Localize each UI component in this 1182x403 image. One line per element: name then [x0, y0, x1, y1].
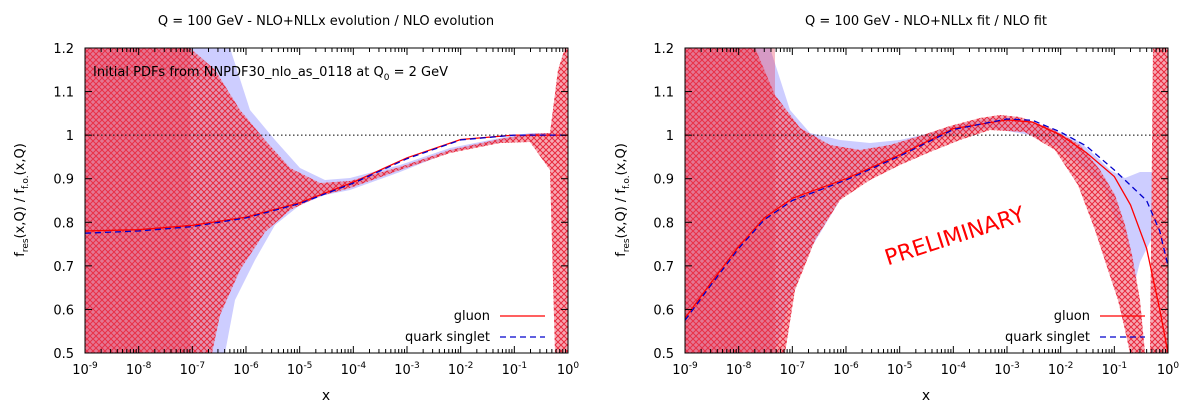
- right-x-tick-label: 10-3: [994, 361, 1020, 378]
- left-x-axis-label: x: [322, 388, 330, 403]
- left-x-tick-label: 100: [557, 361, 580, 378]
- right-y-tick-label: 1.2: [653, 42, 674, 57]
- right-x-tick-label: 100: [1157, 361, 1180, 378]
- right-legend-gluon-label: gluon: [1054, 309, 1090, 324]
- left-y-tick-label: 0.6: [53, 303, 74, 318]
- left-dark-region: [85, 48, 190, 353]
- left-y-tick-label: 0.5: [53, 347, 74, 362]
- left-annotation: Initial PDFs from NNPDF30_nlo_as_0118 at…: [93, 65, 448, 83]
- left-x-tick-label: 10-1: [502, 361, 528, 378]
- right-y-tick-label: 1: [666, 129, 674, 144]
- right-legend-singlet-label: quark singlet: [1005, 330, 1090, 345]
- right-legend: gluon quark singlet: [1005, 309, 1145, 345]
- left-x-tick-label: 10-9: [72, 361, 98, 378]
- left-x-tick-label: 10-5: [287, 361, 313, 378]
- right-y-tick-label: 0.5: [653, 347, 674, 362]
- right-quark-singlet-line: [684, 118, 1169, 321]
- left-x-tick-label: 10-4: [341, 361, 367, 378]
- left-legend-gluon-label: gluon: [454, 309, 490, 324]
- left-y-tick-label: 1.1: [53, 86, 74, 101]
- left-x-tick-label: 10-3: [394, 361, 420, 378]
- left-y-tick-label: 0.8: [53, 216, 74, 231]
- left-plot-frame: [84, 47, 569, 354]
- right-title: Q = 100 GeV - NLO+NLLx fit / NLO fit: [805, 14, 1047, 29]
- left-x-ticks: 10-9 10-8 10-7 10-6 10-5 10-4 10-3 10-2 10-1 100: [72, 48, 579, 378]
- right-panel: 10-9 10-8 10-7 10-6 10-5 10-4 10-3 10-2 10-1 100 …: [614, 14, 1179, 403]
- left-x-tick-label: 10-2: [448, 361, 474, 378]
- left-x-tick-label: 10-7: [180, 361, 206, 378]
- left-x-tick-label: 10-8: [126, 361, 152, 378]
- right-y-tick-label: 0.8: [653, 216, 674, 231]
- right-x-tick-label: 10-8: [726, 361, 752, 378]
- left-legend-singlet-label: quark singlet: [405, 330, 490, 345]
- preliminary-watermark: PRELIMINARY: [882, 202, 1029, 271]
- left-y-ticks: 0.5 0.6 0.7 0.8 0.9 1 1.1 1.2: [53, 42, 568, 362]
- right-y-axis-label: fres(x,Q) / ff.o.(x,Q): [614, 143, 632, 257]
- right-y-tick-label: 0.7: [653, 260, 674, 275]
- left-y-tick-label: 0.7: [53, 260, 74, 275]
- right-x-tick-label: 10-9: [672, 361, 698, 378]
- right-x-tick-label: 10-4: [941, 361, 967, 378]
- left-x-tick-label: 10-6: [233, 361, 259, 378]
- left-legend: gluon quark singlet: [405, 309, 545, 345]
- right-x-ticks: 10-9 10-8 10-7 10-6 10-5 10-4 10-3 10-2 10-1 100: [672, 48, 1179, 378]
- right-y-tick-label: 0.9: [653, 173, 674, 188]
- left-bands: [85, 48, 568, 353]
- right-bands: [685, 48, 1168, 353]
- left-y-tick-label: 1: [66, 129, 74, 144]
- right-x-tick-label: 10-5: [887, 361, 913, 378]
- right-y-tick-label: 1.1: [653, 86, 674, 101]
- left-title: Q = 100 GeV - NLO+NLLx evolution / NLO e…: [158, 14, 494, 29]
- left-quark-singlet-line: [84, 134, 568, 234]
- left-gluon-band-hatch: [85, 48, 568, 353]
- right-dark-region: [685, 48, 775, 353]
- right-y-tick-label: 0.6: [653, 303, 674, 318]
- right-gluon-line: [684, 119, 1169, 354]
- right-x-tick-label: 10-1: [1102, 361, 1128, 378]
- left-panel: 10-9 10-8 10-7 10-6 10-5 10-4 10-3 10-2 10-1 100 …: [13, 14, 579, 403]
- left-y-axis-label: fres(x,Q) / ff.o.(x,Q): [13, 143, 31, 257]
- right-x-tick-label: 10-2: [1048, 361, 1074, 378]
- left-y-tick-label: 1.2: [53, 42, 74, 57]
- right-x-tick-label: 10-7: [780, 361, 806, 378]
- right-y-ticks: 0.5 0.6 0.7 0.8 0.9 1 1.1 1.2: [653, 42, 1168, 362]
- left-y-tick-label: 0.9: [53, 173, 74, 188]
- right-gluon-band-hatch: [685, 48, 1168, 353]
- right-x-axis-label: x: [922, 388, 930, 403]
- right-plot-frame: [684, 47, 1169, 354]
- right-x-tick-label: 10-6: [833, 361, 859, 378]
